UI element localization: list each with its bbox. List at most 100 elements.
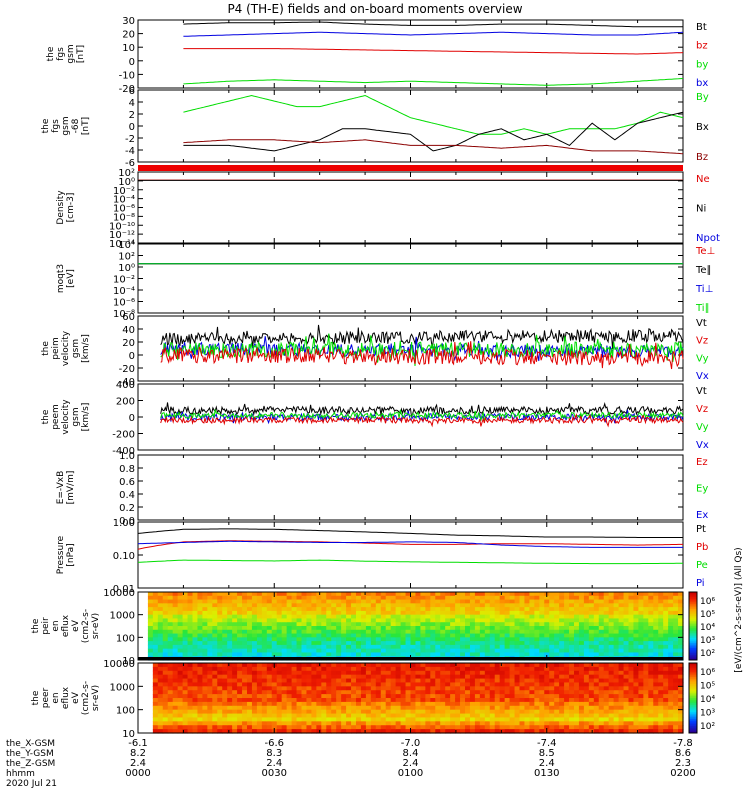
heatmap-cell xyxy=(613,607,620,612)
y-tick-label: 10⁻² xyxy=(113,275,135,286)
heatmap-cell xyxy=(469,622,476,627)
heatmap-cell xyxy=(514,694,521,699)
heatmap-cell xyxy=(251,721,258,726)
heatmap-cell xyxy=(276,614,283,620)
heatmap-cell xyxy=(182,592,189,597)
heatmap-cell xyxy=(588,709,595,715)
heatmap-cell xyxy=(177,610,184,616)
heatmap-cell xyxy=(554,674,560,680)
colorbar-swatch xyxy=(689,605,697,608)
heatmap-cell xyxy=(598,599,605,604)
heatmap-cell xyxy=(445,678,451,684)
heatmap-cell xyxy=(276,717,283,722)
colorbar-swatch xyxy=(689,646,697,649)
heatmap-cell xyxy=(341,698,347,703)
heatmap-cell xyxy=(152,644,159,650)
heatmap-cell xyxy=(286,626,293,631)
heatmap-cell xyxy=(247,709,253,715)
heatmap-cell xyxy=(514,607,521,612)
heatmap-cell xyxy=(440,713,446,719)
heatmap-cell xyxy=(261,663,268,668)
heatmap-cell xyxy=(445,725,451,730)
heatmap-cell xyxy=(603,666,610,672)
heatmap-cell xyxy=(410,626,417,631)
heatmap-cell xyxy=(410,682,417,687)
heatmap-cell xyxy=(296,648,303,654)
heatmap-cell xyxy=(242,729,248,734)
heatmap-cell xyxy=(499,709,506,715)
heatmap-cell xyxy=(192,670,199,676)
heatmap-cell xyxy=(251,686,258,691)
heatmap-cell xyxy=(469,595,476,601)
heatmap-cell xyxy=(251,626,258,631)
heatmap-cell xyxy=(346,686,352,691)
heatmap-cell xyxy=(489,729,496,734)
heatmap-cell xyxy=(316,717,322,722)
heatmap-cell xyxy=(593,674,600,680)
heatmap-cell xyxy=(469,713,476,719)
heatmap-cell xyxy=(237,713,243,719)
heatmap-cell xyxy=(465,682,471,687)
heatmap-cell xyxy=(420,648,426,654)
heatmap-cell xyxy=(578,610,585,616)
heatmap-cell xyxy=(261,648,268,654)
colorbar-swatch xyxy=(689,648,697,651)
heatmap-cell xyxy=(534,637,540,642)
heatmap-cell xyxy=(370,614,377,620)
heatmap-cell xyxy=(663,652,669,657)
heatmap-cell xyxy=(296,626,303,631)
heatmap-cell xyxy=(232,648,238,654)
heatmap-cell xyxy=(460,607,466,612)
heatmap-cell xyxy=(628,637,635,642)
time-axis-value: 8.4 xyxy=(403,748,419,759)
heatmap-cell xyxy=(618,709,625,715)
heatmap-cell xyxy=(251,641,258,646)
y-axis-label: the xyxy=(31,618,41,633)
heatmap-cell xyxy=(192,666,199,672)
heatmap-cell xyxy=(524,629,530,635)
heatmap-cell xyxy=(539,607,545,612)
heatmap-cell xyxy=(564,682,570,687)
heatmap-cell xyxy=(266,698,273,703)
y-tick-label: -4 xyxy=(125,146,135,157)
colorbar-swatch xyxy=(689,678,697,681)
heatmap-cell xyxy=(281,705,288,711)
heatmap-cell xyxy=(152,698,159,703)
heatmap-cell xyxy=(593,701,600,707)
heatmap-cell xyxy=(613,603,620,608)
heatmap-cell xyxy=(554,713,560,719)
heatmap-cell xyxy=(539,701,545,707)
heatmap-cell xyxy=(400,666,407,672)
heatmap-cell xyxy=(400,709,407,715)
heatmap-cell xyxy=(425,670,431,676)
heatmap-cell xyxy=(360,629,367,635)
heatmap-cell xyxy=(360,644,367,650)
heatmap-cell xyxy=(628,717,635,722)
heatmap-cell xyxy=(583,694,590,699)
heatmap-cell xyxy=(326,610,332,616)
heatmap-cell xyxy=(237,698,243,703)
heatmap-cell xyxy=(301,637,308,642)
heatmap-cell xyxy=(152,709,159,715)
heatmap-cell xyxy=(445,629,451,635)
heatmap-cell xyxy=(227,637,233,642)
heatmap-cell xyxy=(494,682,501,687)
series-Vt xyxy=(160,401,684,418)
heatmap-cell xyxy=(247,717,253,722)
heatmap-cell xyxy=(588,663,595,668)
heatmap-cell xyxy=(668,694,674,699)
heatmap-cell xyxy=(435,629,441,635)
heatmap-cell xyxy=(336,725,342,730)
y-tick-label: 0.2 xyxy=(119,503,135,514)
heatmap-cell xyxy=(321,690,327,695)
heatmap-cell xyxy=(524,648,530,654)
heatmap-cell xyxy=(400,618,407,623)
heatmap-cell xyxy=(346,599,352,604)
heatmap-cell xyxy=(603,622,610,627)
heatmap-cell xyxy=(247,618,253,623)
heatmap-cell xyxy=(197,725,203,730)
heatmap-cell xyxy=(569,701,575,707)
heatmap-cell xyxy=(549,709,555,715)
